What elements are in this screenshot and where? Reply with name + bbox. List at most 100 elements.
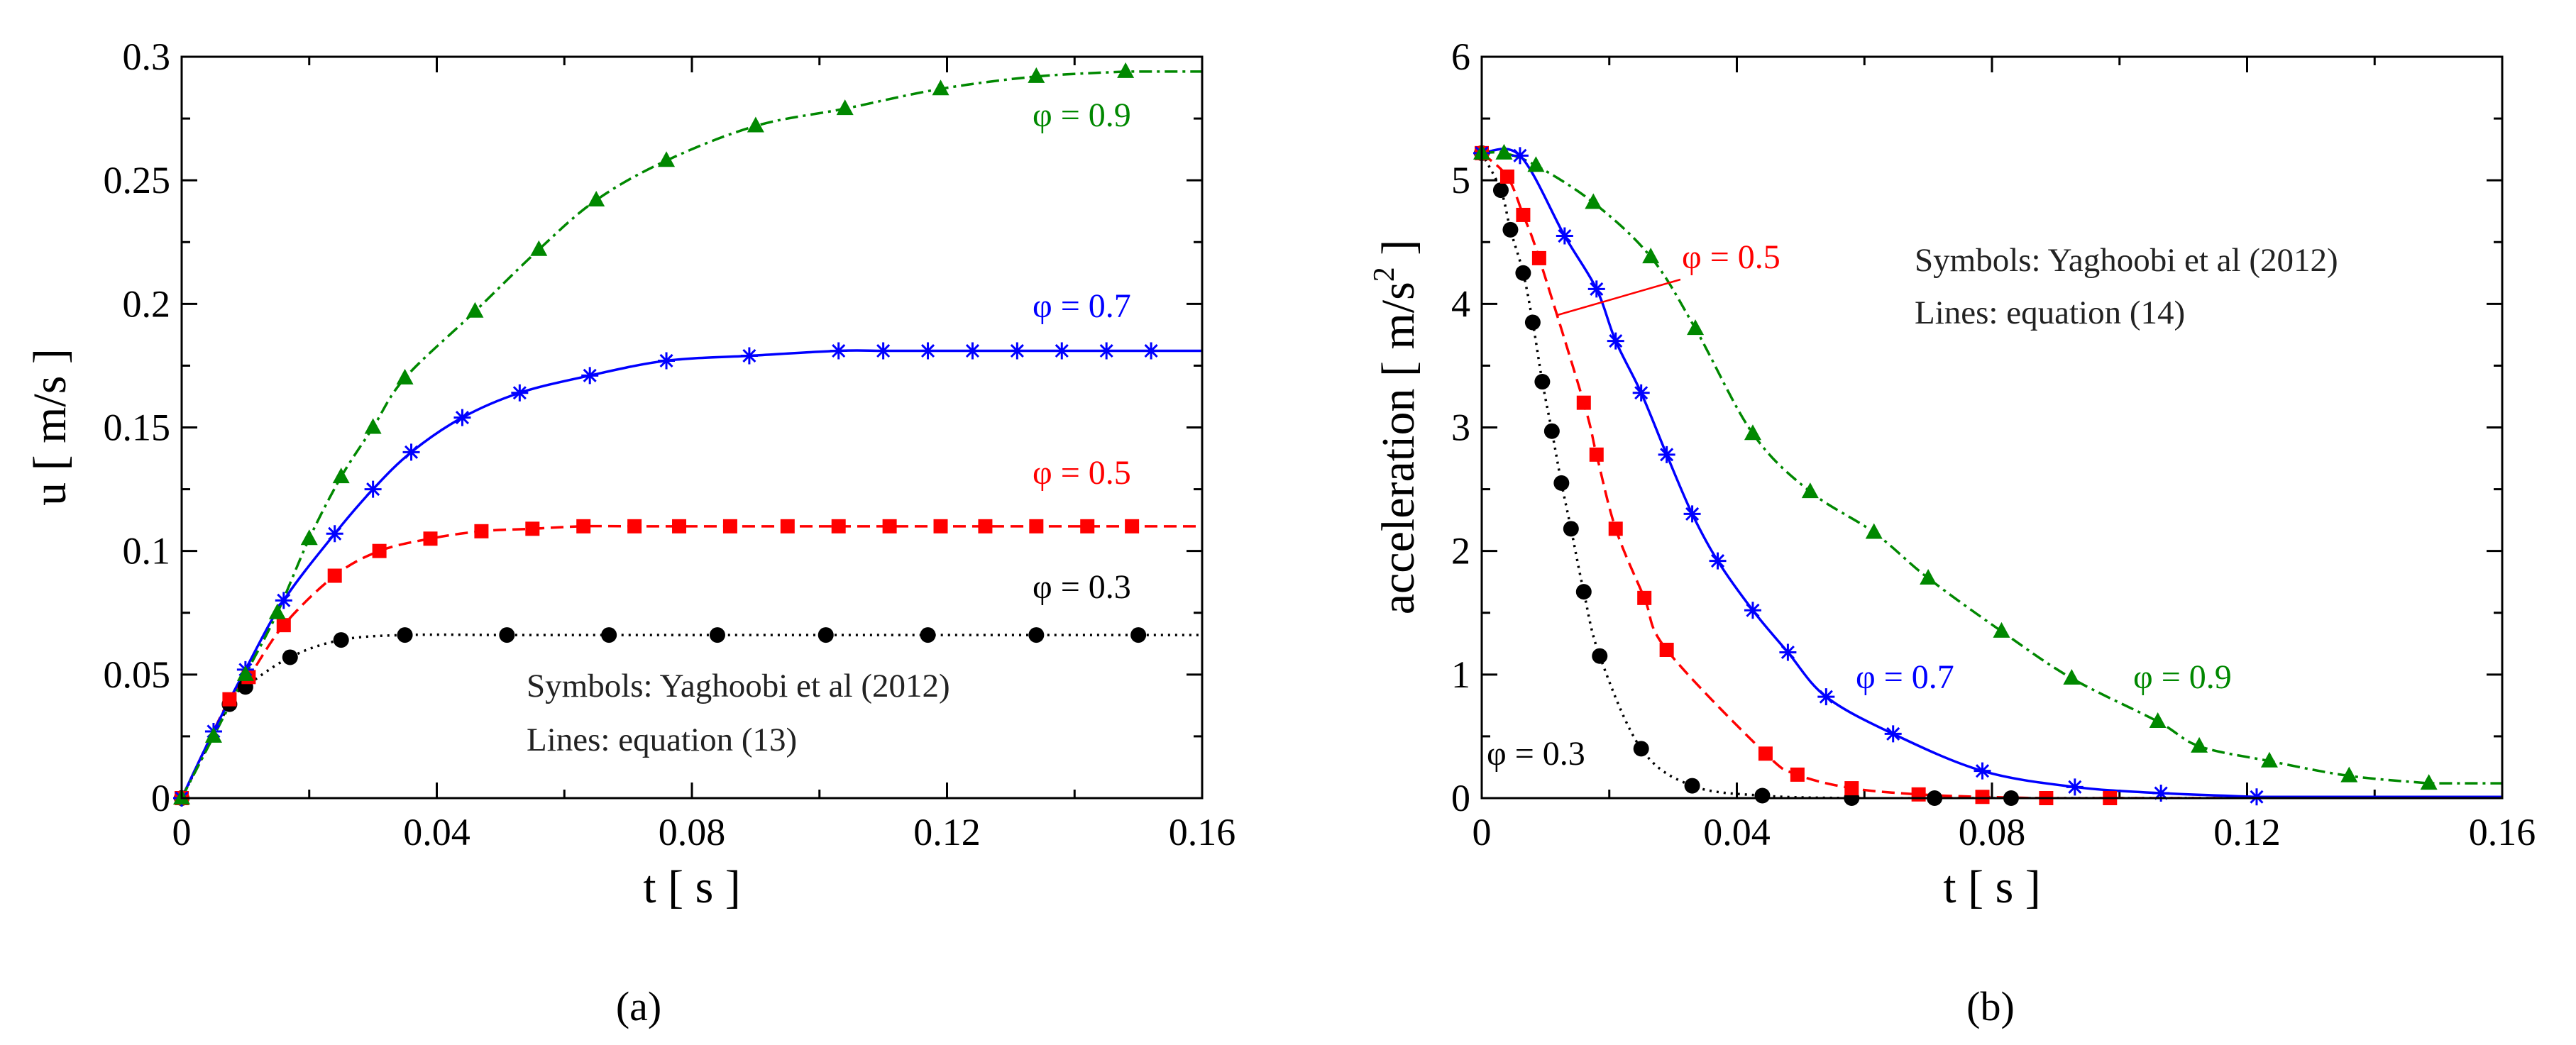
chart-b-plot-frame <box>1480 55 2504 800</box>
chart-a-series-1-marker <box>1080 519 1095 533</box>
chart-b-series-3-marker <box>2420 774 2438 790</box>
chart-a-x-tick-label: 0.12 <box>913 811 981 853</box>
chart-b-series-2-marker <box>1587 280 1605 298</box>
chart-b-series-2-marker <box>1779 643 1797 661</box>
chart-a-x-tick-label: 0.16 <box>1169 811 1236 853</box>
chart-a-series-0-marker <box>601 627 617 643</box>
chart-b-series-1-marker <box>1844 781 1859 796</box>
chart-a-series-1-marker <box>722 519 737 533</box>
chart-a-series-0-marker <box>499 627 515 643</box>
chart-b-ticks: 0 0.04 0.08 0.12 0.16 0 1 2 3 4 5 6 <box>1451 35 2536 853</box>
chart-a-series-0-marker <box>397 627 413 643</box>
chart-b-series-3-marker <box>1495 143 1513 160</box>
chart-b-series-3-marker <box>2260 751 2278 768</box>
chart-b-series-3-marker <box>1920 568 1937 585</box>
chart-a-series-2-marker <box>1053 342 1071 360</box>
chart-a-series-3-marker <box>332 468 350 484</box>
chart-a-series-3-marker <box>204 726 222 743</box>
chart-a-series-3-marker <box>364 418 382 434</box>
chart-b-series-0-marker <box>1563 521 1579 537</box>
chart-b-y-axis-label-sup: 2 <box>1368 267 1401 282</box>
chart-b-y-tick-label: 4 <box>1451 282 1470 325</box>
chart-a-series-3-marker <box>1028 67 1045 83</box>
chart-a-series-1-marker <box>882 519 897 533</box>
chart-a-series-1-marker <box>423 531 438 546</box>
chart-a-series-1-marker <box>327 568 342 583</box>
chart-a-series-1-marker <box>978 519 993 533</box>
chart-a-series-0-marker <box>282 649 298 665</box>
chart-b-series-0-marker <box>1553 475 1570 491</box>
chart-b-x-tick-label: 0 <box>1473 811 1492 853</box>
chart-a-series-1-marker <box>372 543 387 558</box>
chart-a-series-2-marker <box>453 409 471 426</box>
chart-b-series-2-marker <box>1744 602 1761 619</box>
chart-b-label-phi-0.5-leader <box>1557 278 1681 316</box>
chart-a-series-2-marker <box>830 342 847 360</box>
chart-a-label-phi-0.5: φ = 0.5 <box>1033 454 1131 492</box>
chart-b-series-3-marker <box>1527 156 1545 172</box>
chart-b-x-tick-label: 0.08 <box>1959 811 2026 853</box>
chart-a-series-3-marker <box>466 302 484 318</box>
chart-b-label-phi-0.7: φ = 0.7 <box>1856 658 1954 696</box>
chart-b-series-1-marker <box>1758 746 1773 761</box>
chart-b-series-3-marker <box>1801 482 1819 499</box>
chart-b-series-3-marker <box>1744 424 1761 441</box>
chart-a-series-2-marker <box>1143 342 1160 360</box>
chart-a-series-0-marker <box>1028 627 1045 643</box>
chart-b-label-phi-0.3: φ = 0.3 <box>1487 735 1585 773</box>
chart-a-series-2-marker <box>511 384 529 402</box>
chart-a-label-phi-0.3: φ = 0.3 <box>1033 568 1131 606</box>
chart-b-series-0-marker <box>1524 314 1541 331</box>
chart-a-series-2-marker <box>1008 342 1026 360</box>
chart-b-series-1-marker <box>1975 790 1990 805</box>
chart-a-x-tick-label: 0.08 <box>659 811 726 853</box>
chart-b-series-3-marker <box>1585 193 1602 209</box>
chart-a-series-2-marker <box>964 342 981 360</box>
chart-a-series-3-marker <box>932 79 950 96</box>
chart-b-x-tick-label: 0.04 <box>1703 811 1771 853</box>
chart-a-series-1-marker <box>222 692 237 707</box>
chart-b-series-0-marker <box>1534 374 1551 390</box>
chart-b-series-1-marker <box>1589 447 1604 462</box>
chart-b-series-2-marker <box>1709 552 1727 570</box>
chart-a-label-phi-0.9: φ = 0.9 <box>1033 96 1131 134</box>
chart-a-panel-label: (a) <box>616 983 661 1029</box>
chart-b-series-2-marker <box>1658 446 1675 463</box>
chart-a-y-tick-label: 0.15 <box>104 407 171 449</box>
chart-a-series-2-marker <box>275 592 292 609</box>
chart-b-series-3-marker <box>1642 248 1660 264</box>
chart-b-series-2-marker <box>2247 788 2265 806</box>
chart-b-series-3-marker <box>1993 621 2010 638</box>
chart-b-note-symbols: Symbols: Yaghoobi et al (2012) <box>1915 242 2338 279</box>
chart-b-y-axis-label-main: acceleration [ m/s <box>1372 282 1424 614</box>
chart-a-y-tick-label: 0.1 <box>123 530 171 573</box>
chart-a-label-phi-0.7: φ = 0.7 <box>1033 287 1131 325</box>
chart-a-series-3-marker <box>396 368 414 385</box>
chart-a-series-2-marker <box>326 525 343 543</box>
chart-a-y-tick-label: 0.3 <box>123 35 171 78</box>
chart-a-series-1-marker <box>831 519 846 533</box>
chart-b-series-1-marker <box>1659 643 1674 657</box>
chart-b-series-2-marker <box>1683 505 1701 523</box>
chart-a-markers <box>173 62 1160 807</box>
chart-a-y-tick-label: 0.2 <box>123 282 171 325</box>
chart-a-note-symbols: Symbols: Yaghoobi et al (2012) <box>527 668 950 704</box>
chart-a-series-1-marker <box>627 519 642 533</box>
chart-b-series-2-marker <box>1817 688 1835 706</box>
chart-a-series-3-marker <box>747 116 764 133</box>
chart-b-series-2-marker <box>2152 785 2170 802</box>
chart-b: 0 0.04 0.08 0.12 0.16 0 1 2 3 4 5 6 t [ s ] acceler… <box>1368 35 2536 1029</box>
chart-a: 0 0.04 0.08 0.12 0.1600.050.10.150.20.250.3 … <box>24 35 1235 1029</box>
chart-b-series-0-marker <box>1684 778 1700 794</box>
chart-b-x-axis-label: t [ s ] <box>1943 861 2040 913</box>
chart-a-series-1-marker <box>933 519 948 533</box>
chart-a-series-1-marker <box>1029 519 1044 533</box>
chart-b-y-tick-label: 3 <box>1451 407 1470 449</box>
chart-b-y-axis-label-end: ] <box>1372 240 1424 267</box>
chart-b-y-tick-label: 2 <box>1451 530 1470 573</box>
chart-a-y-tick-label: 0.05 <box>104 653 171 696</box>
chart-b-series-1-marker <box>1790 767 1805 782</box>
chart-b-y-tick-label: 0 <box>1451 777 1470 819</box>
chart-b-series-0-marker <box>1543 423 1560 439</box>
